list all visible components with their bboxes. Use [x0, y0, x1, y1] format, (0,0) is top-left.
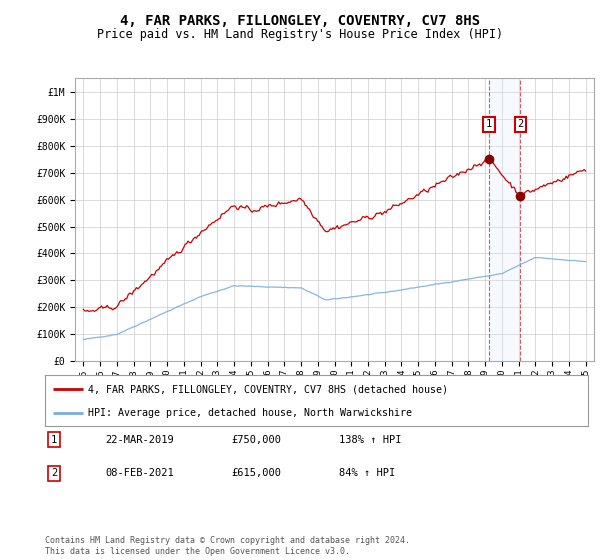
- Text: 4, FAR PARKS, FILLONGLEY, COVENTRY, CV7 8HS (detached house): 4, FAR PARKS, FILLONGLEY, COVENTRY, CV7 …: [88, 384, 448, 394]
- Text: 84% ↑ HPI: 84% ↑ HPI: [339, 468, 395, 478]
- Text: £615,000: £615,000: [231, 468, 281, 478]
- Text: 2: 2: [51, 468, 57, 478]
- Text: 2: 2: [517, 119, 523, 129]
- Text: 22-MAR-2019: 22-MAR-2019: [105, 435, 174, 445]
- Text: £750,000: £750,000: [231, 435, 281, 445]
- Text: 1: 1: [486, 119, 492, 129]
- Text: Price paid vs. HM Land Registry's House Price Index (HPI): Price paid vs. HM Land Registry's House …: [97, 28, 503, 41]
- Text: 4, FAR PARKS, FILLONGLEY, COVENTRY, CV7 8HS: 4, FAR PARKS, FILLONGLEY, COVENTRY, CV7 …: [120, 14, 480, 28]
- Text: 138% ↑ HPI: 138% ↑ HPI: [339, 435, 401, 445]
- Text: Contains HM Land Registry data © Crown copyright and database right 2024.
This d: Contains HM Land Registry data © Crown c…: [45, 536, 410, 556]
- Text: 1: 1: [51, 435, 57, 445]
- Text: HPI: Average price, detached house, North Warwickshire: HPI: Average price, detached house, Nort…: [88, 408, 412, 418]
- Text: 08-FEB-2021: 08-FEB-2021: [105, 468, 174, 478]
- Bar: [489, 78, 520, 361]
